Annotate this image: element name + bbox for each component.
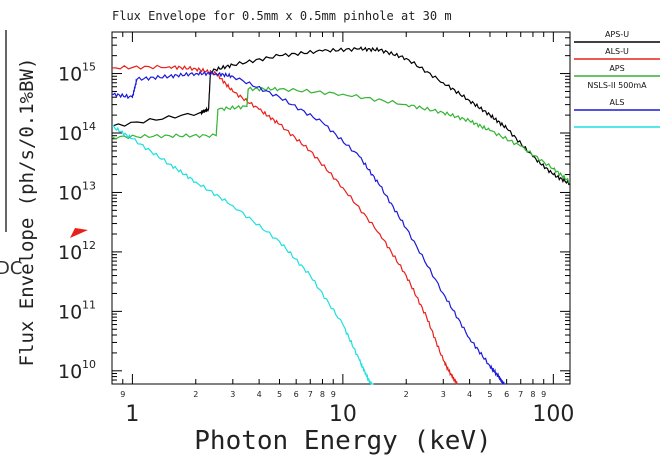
series-line-als [111,70,507,385]
series-line-aps [111,86,571,184]
y-axis-label-group: Flux Envelope (ph/s/0.1%BW) [16,58,38,367]
edge-fragment-accent [70,228,88,238]
x-major-tick-label: 1 [125,402,139,427]
x-minor-tick-label: 4 [467,390,472,399]
y-axis-label: Flux Envelope (ph/s/0.1%BW) [16,58,38,367]
series-line-unlabeled [111,124,374,386]
x-minor-tick-label: 3 [441,390,446,399]
edge-fragment-text: DC [0,258,22,279]
y-tick-exponent: 11 [82,298,96,311]
y-tick-label: 10 [58,301,82,323]
y-tick-label: 10 [58,182,82,204]
y-tick-exponent: 13 [82,179,96,192]
x-minor-tick-label: 6 [294,390,299,399]
x-minor-tick-label: 3 [230,390,235,399]
legend-label: ALS-U [605,47,629,56]
series-lines [111,46,571,386]
x-minor-tick-label: 9 [120,390,125,399]
x-minor-tick-label: 2 [193,390,198,399]
chart-title: Flux Envelope for 0.5mm x 0.5mm pinhole … [112,9,452,23]
x-minor-tick-label: 5 [487,390,492,399]
x-minor-tick-label: 8 [530,390,535,399]
x-major-tick-label: 10 [329,402,357,427]
y-tick-label: 10 [58,123,82,145]
x-major-tick-label: 100 [532,402,574,427]
y-tick-exponent: 14 [82,120,96,133]
x-minor-tick-label: 4 [257,390,262,399]
x-minor-tick-label: 6 [504,390,509,399]
x-minor-tick-label: 9 [331,390,336,399]
x-minor-tick-label: 9 [541,390,546,399]
y-tick-label: 10 [58,361,82,383]
x-minor-tick-label: 5 [277,390,282,399]
series-line-als-u [111,64,458,385]
y-tick-label: 10 [58,242,82,264]
x-minor-tick-label: 8 [320,390,325,399]
x-axis-label: Photon Energy (keV) [194,426,491,456]
series-line-aps-u [111,46,571,186]
legend-label: APS-U [605,30,629,39]
y-tick-exponent: 12 [82,239,96,252]
legend-label: APS [609,64,624,73]
y-tick-exponent: 15 [82,61,96,74]
y-tick-exponent: 10 [82,358,96,371]
legend: APS-U ALS-U APS NSLS-II 500mA ALS [574,30,660,128]
y-tick-label: 10 [58,64,82,86]
x-minor-tick-label: 7 [518,390,523,399]
legend-label: NSLS-II 500mA [587,81,647,90]
legend-label: ALS [609,98,624,107]
plot-frame [111,31,571,385]
x-minor-tick-label: 2 [404,390,409,399]
x-minor-tick-label: 7 [308,390,313,399]
